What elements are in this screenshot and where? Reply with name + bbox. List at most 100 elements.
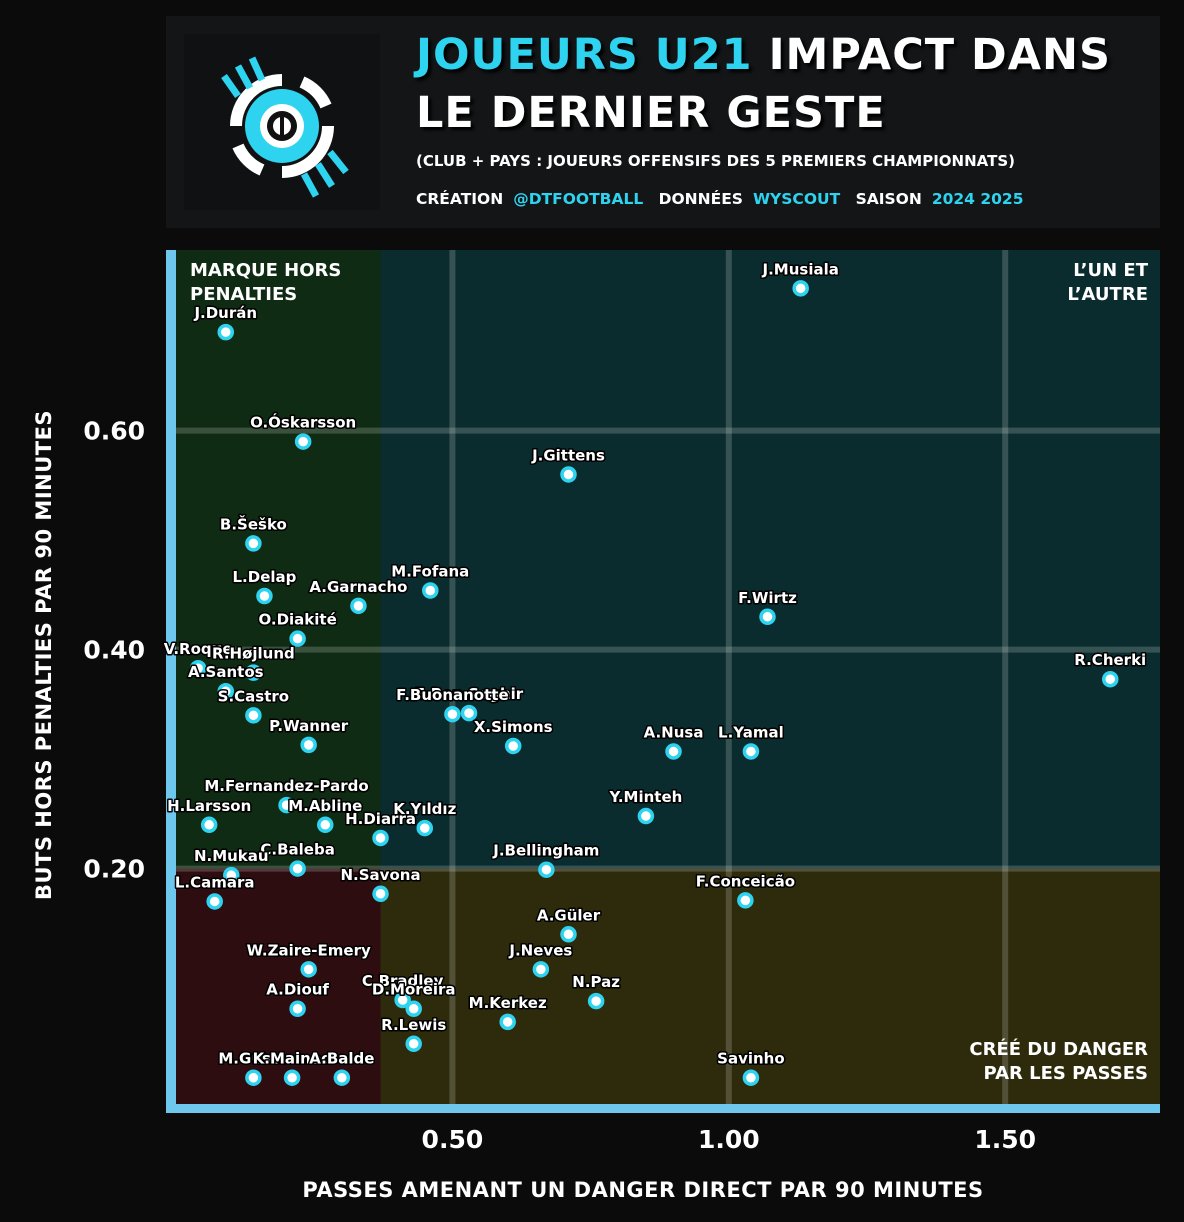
point-marker bbox=[350, 597, 367, 615]
title-line-2: LE DERNIER GESTE bbox=[416, 88, 886, 138]
point-label: F.Wirtz bbox=[738, 589, 797, 607]
point-label: W.Zaire-Emery bbox=[247, 941, 371, 959]
point-label: A.Balde bbox=[309, 1050, 374, 1068]
data-point: J.Neves bbox=[507, 940, 574, 978]
data-point: P.Wanner bbox=[268, 715, 350, 754]
point-marker bbox=[245, 664, 262, 681]
data-point: A.Güler bbox=[535, 905, 602, 943]
point-marker bbox=[289, 630, 306, 647]
data-point: J.Durán bbox=[192, 303, 259, 341]
logo-icon bbox=[221, 56, 349, 198]
point-label: A.Nusa bbox=[644, 723, 704, 741]
data-point: M.Fernandez-Pardo bbox=[203, 776, 370, 814]
quadrant-label-bottom-right: PAR LES PASSES bbox=[984, 1063, 1148, 1084]
data-point: A.Garnacho bbox=[308, 576, 409, 615]
point-marker bbox=[245, 535, 262, 552]
point-marker bbox=[532, 961, 550, 978]
dtfootball-logo bbox=[184, 34, 380, 210]
data-point: H.Diarra bbox=[344, 808, 417, 847]
point-label: N.Mukau bbox=[194, 847, 269, 865]
point-marker bbox=[759, 608, 776, 626]
point-label: K.Yıldız bbox=[393, 800, 456, 818]
point-label: J.Gittens bbox=[531, 446, 605, 464]
data-point: C.Baleba bbox=[259, 839, 336, 877]
point-label: X.Simons bbox=[474, 718, 553, 736]
point-marker bbox=[294, 433, 312, 450]
data-point: V.Roque bbox=[162, 639, 234, 677]
data-point: N.Savona bbox=[339, 864, 422, 903]
data-point: L.Camara bbox=[173, 872, 256, 910]
point-label: N.Paz bbox=[572, 973, 620, 991]
data-point: M.Gusto bbox=[217, 1048, 290, 1086]
point-label: R.Cherki bbox=[1074, 651, 1146, 669]
point-marker bbox=[444, 705, 461, 723]
point-label: C.Baleba bbox=[260, 841, 334, 859]
title-accent: JOUEURS U21 bbox=[416, 30, 753, 80]
data-point: R.Cherki bbox=[1073, 650, 1148, 688]
point-marker bbox=[256, 587, 273, 605]
point-marker bbox=[289, 1000, 306, 1017]
point-label: H.Larsson bbox=[167, 797, 251, 815]
data-value: WYSCOUT bbox=[752, 190, 841, 208]
point-marker bbox=[289, 860, 306, 877]
quadrant-label-top-right: L’AUTRE bbox=[1067, 284, 1148, 305]
point-marker bbox=[245, 707, 262, 724]
data-point: Savinho bbox=[716, 1048, 786, 1086]
point-label: Savinho bbox=[717, 1050, 785, 1068]
season-label: SAISON bbox=[855, 190, 922, 208]
data-point: J.Gittens bbox=[530, 445, 606, 483]
point-marker bbox=[206, 893, 223, 910]
data-point: M.Abline bbox=[287, 795, 364, 834]
point-label: J.Bellingham bbox=[492, 842, 599, 860]
data-point: K.Yıldız bbox=[392, 799, 458, 837]
data-point: W.Zaire-Emery bbox=[245, 940, 372, 978]
header-panel: JOUEURS U21 IMPACT DANS LE DERNIER GESTE… bbox=[166, 16, 1160, 228]
data-point: R.Lewis bbox=[380, 1014, 448, 1053]
data-point: F.Wirtz bbox=[737, 587, 799, 626]
data-point: H.Larsson bbox=[166, 795, 253, 834]
data-point: N.Mukau bbox=[192, 846, 270, 884]
point-label: R.Højlund bbox=[212, 645, 295, 663]
point-label: M.Fofana bbox=[391, 563, 469, 581]
data-point: S.Castro bbox=[216, 686, 291, 724]
y-tick-label: 0.40 bbox=[83, 636, 145, 665]
point-label: C.Bradley bbox=[362, 972, 444, 990]
point-label: L.Delap bbox=[233, 568, 297, 586]
point-label: J.Neves bbox=[508, 941, 572, 959]
point-marker bbox=[499, 1013, 516, 1031]
point-label: L.Camara bbox=[175, 873, 255, 891]
point-label: R.Lewis bbox=[381, 1016, 446, 1034]
point-marker bbox=[637, 807, 655, 825]
point-marker bbox=[737, 892, 754, 909]
data-point: F.Buonanotte bbox=[395, 685, 510, 723]
point-label: A.Garnacho bbox=[309, 578, 407, 596]
point-marker bbox=[394, 991, 411, 1009]
quadrant-bottom-right bbox=[380, 868, 1161, 1104]
point-marker bbox=[405, 1035, 422, 1053]
point-marker bbox=[504, 737, 522, 755]
point-label: A.Diouf bbox=[266, 981, 329, 999]
point-label: M.Gusto bbox=[218, 1050, 288, 1068]
y-axis-title: BUTS HORS PENALTIES PAR 90 MINUTES bbox=[32, 409, 56, 901]
point-label: P.Wanner bbox=[269, 717, 349, 735]
point-label: J.Durán bbox=[193, 304, 257, 322]
point-label: B.Šeško bbox=[220, 514, 287, 533]
data-point: D.Moreira bbox=[370, 979, 457, 1017]
point-label: S.Castro bbox=[218, 687, 289, 705]
data-point: Y.Minteh bbox=[607, 787, 684, 825]
data-point: A.Balde bbox=[308, 1048, 376, 1086]
point-label: J.Musiala bbox=[762, 260, 839, 278]
point-label: M.Kerkez bbox=[469, 994, 547, 1012]
point-marker bbox=[587, 992, 605, 1010]
quadrant-backgrounds bbox=[176, 250, 1161, 1104]
credit-label: CRÉATION bbox=[416, 190, 504, 208]
quadrant-label-top-right: L’UN ET bbox=[1073, 260, 1148, 281]
quadrant-label-top-left: PENALTIES bbox=[190, 284, 297, 305]
tick-labels: 0.50 1.00 1.50 0.20 0.40 0.60 bbox=[83, 417, 1036, 1154]
title-rest: IMPACT DANS bbox=[768, 30, 1111, 80]
data-point: L.Yamal bbox=[717, 722, 785, 760]
point-label: M.Abline bbox=[288, 797, 362, 815]
data-point: R.Højlund bbox=[211, 643, 296, 681]
x-axis-line bbox=[166, 1104, 1160, 1113]
point-marker bbox=[300, 736, 317, 754]
